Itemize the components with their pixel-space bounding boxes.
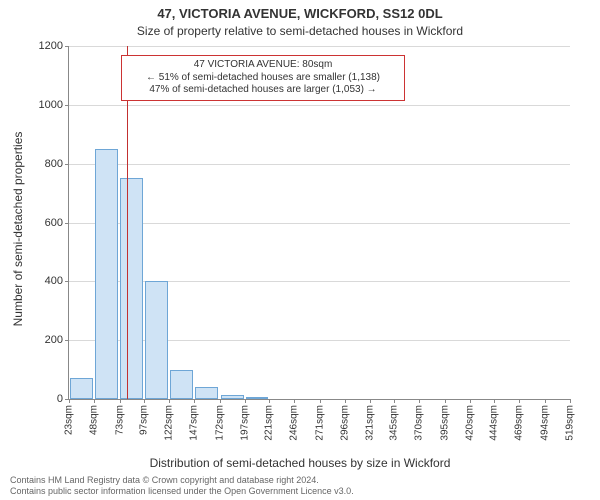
ytick-label: 0 [57, 393, 63, 405]
xtick-mark [269, 399, 270, 403]
xtick-label: 271sqm [314, 405, 325, 441]
ytick-label: 1200 [39, 40, 63, 52]
xtick-label: 48sqm [89, 405, 100, 435]
page-subtitle: Size of property relative to semi-detach… [0, 24, 600, 38]
xtick-label: 519sqm [565, 405, 576, 441]
xtick-mark [220, 399, 221, 403]
footnote: Contains HM Land Registry data © Crown c… [10, 475, 590, 496]
y-axis-label: Number of semi-detached properties [11, 119, 25, 339]
xtick-label: 122sqm [163, 405, 174, 441]
ytick-label: 800 [45, 158, 63, 170]
histogram-bar [145, 281, 168, 399]
histogram-bar [246, 397, 268, 399]
page-title: 47, VICTORIA AVENUE, WICKFORD, SS12 0DL [0, 6, 600, 21]
plot-area: 02004006008001000120023sqm48sqm73sqm97sq… [68, 46, 570, 400]
ytick-label: 400 [45, 275, 63, 287]
ytick-mark [65, 223, 69, 224]
xtick-mark [144, 399, 145, 403]
xtick-mark [294, 399, 295, 403]
ytick-label: 600 [45, 217, 63, 229]
histogram-bar [70, 378, 93, 399]
xtick-mark [345, 399, 346, 403]
annotation-box: 47 VICTORIA AVENUE: 80sqm← 51% of semi-d… [121, 55, 405, 101]
xtick-mark [570, 399, 571, 403]
footnote-line1: Contains HM Land Registry data © Crown c… [10, 475, 319, 485]
xtick-label: 197sqm [239, 405, 250, 441]
footnote-line2: Contains public sector information licen… [10, 486, 354, 496]
xtick-mark [470, 399, 471, 403]
xtick-mark [545, 399, 546, 403]
xtick-mark [169, 399, 170, 403]
xtick-mark [320, 399, 321, 403]
grid-line [69, 223, 570, 224]
histogram-bar [120, 178, 142, 399]
xtick-label: 345sqm [389, 405, 400, 441]
grid-line [69, 46, 570, 47]
xtick-label: 147sqm [189, 405, 200, 441]
ytick-label: 200 [45, 334, 63, 346]
histogram-bar [95, 149, 118, 399]
ytick-label: 1000 [39, 99, 63, 111]
ytick-mark [65, 46, 69, 47]
xtick-label: 444sqm [489, 405, 500, 441]
xtick-label: 395sqm [439, 405, 450, 441]
xtick-label: 420sqm [465, 405, 476, 441]
xtick-label: 23sqm [64, 405, 75, 435]
annotation-line1: 47 VICTORIA AVENUE: 80sqm [128, 59, 398, 72]
xtick-label: 73sqm [114, 405, 125, 435]
xtick-mark [419, 399, 420, 403]
ytick-mark [65, 164, 69, 165]
xtick-mark [194, 399, 195, 403]
histogram-bar [221, 395, 244, 399]
annotation-line3: 47% of semi-detached houses are larger (… [128, 84, 398, 97]
chart-page: 47, VICTORIA AVENUE, WICKFORD, SS12 0DL … [0, 0, 600, 500]
histogram-bar [170, 370, 193, 399]
xtick-mark [94, 399, 95, 403]
xtick-mark [494, 399, 495, 403]
xtick-label: 172sqm [214, 405, 225, 441]
xtick-mark [245, 399, 246, 403]
grid-line [69, 105, 570, 106]
grid-line [69, 164, 570, 165]
x-axis-label: Distribution of semi-detached houses by … [0, 456, 600, 470]
xtick-label: 221sqm [263, 405, 274, 441]
xtick-mark [120, 399, 121, 403]
xtick-label: 97sqm [138, 405, 149, 435]
annotation-line2: ← 51% of semi-detached houses are smalle… [128, 72, 398, 85]
xtick-mark [519, 399, 520, 403]
xtick-mark [394, 399, 395, 403]
xtick-label: 469sqm [514, 405, 525, 441]
xtick-mark [445, 399, 446, 403]
xtick-label: 370sqm [414, 405, 425, 441]
xtick-label: 296sqm [339, 405, 350, 441]
xtick-label: 321sqm [365, 405, 376, 441]
histogram-bar [195, 387, 218, 399]
ytick-mark [65, 340, 69, 341]
xtick-mark [69, 399, 70, 403]
ytick-mark [65, 281, 69, 282]
xtick-label: 494sqm [539, 405, 550, 441]
xtick-mark [370, 399, 371, 403]
xtick-label: 246sqm [289, 405, 300, 441]
ytick-mark [65, 105, 69, 106]
